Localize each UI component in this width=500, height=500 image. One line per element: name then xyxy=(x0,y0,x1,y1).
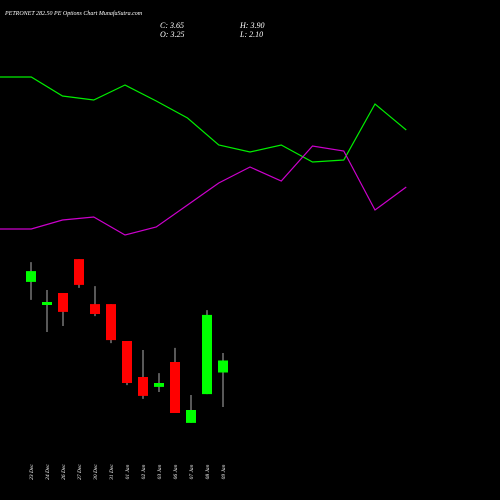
x-tick-label: 08 Jan xyxy=(205,464,211,479)
x-tick-label: 31 Dec xyxy=(109,464,115,481)
x-tick-label: 06 Jan xyxy=(173,464,179,479)
candle-body xyxy=(218,360,228,373)
close-label: C: 3.65 xyxy=(160,21,184,30)
x-tick-label: 26 Dec xyxy=(61,464,67,480)
candle-body xyxy=(106,304,116,341)
candle-body xyxy=(42,302,52,305)
candle-body xyxy=(58,293,68,312)
candle-body xyxy=(170,362,180,413)
x-tick-label: 03 Jan xyxy=(157,464,163,479)
line-series xyxy=(0,76,407,163)
candle-body xyxy=(186,410,196,423)
low-label: L: 2.10 xyxy=(239,30,263,39)
open-label: O: 3.25 xyxy=(160,30,184,39)
candle-body xyxy=(202,314,212,395)
x-tick-label: 07 Jan xyxy=(189,464,195,479)
candle-body xyxy=(74,259,84,285)
x-tick-label: 27 Dec xyxy=(77,464,83,480)
candle-body xyxy=(26,271,36,282)
candle-body xyxy=(122,341,132,383)
x-tick-label: 09 Jan xyxy=(221,464,227,479)
candle-body xyxy=(154,383,164,387)
x-tick-label: 02 Jan xyxy=(141,464,147,479)
x-tick-label: 01 Jan xyxy=(125,464,131,479)
high-label: H: 3.90 xyxy=(239,21,264,30)
candle-body xyxy=(90,304,100,314)
x-tick-label: 23 Dec xyxy=(29,464,35,480)
chart-title: PETRONET 282.50 PE Options Chart MunafaS… xyxy=(4,10,143,17)
x-tick-label: 24 Dec xyxy=(44,464,51,480)
line-series xyxy=(0,145,407,236)
x-tick-label: 30 Dec xyxy=(93,464,99,481)
candle-body xyxy=(138,377,148,396)
